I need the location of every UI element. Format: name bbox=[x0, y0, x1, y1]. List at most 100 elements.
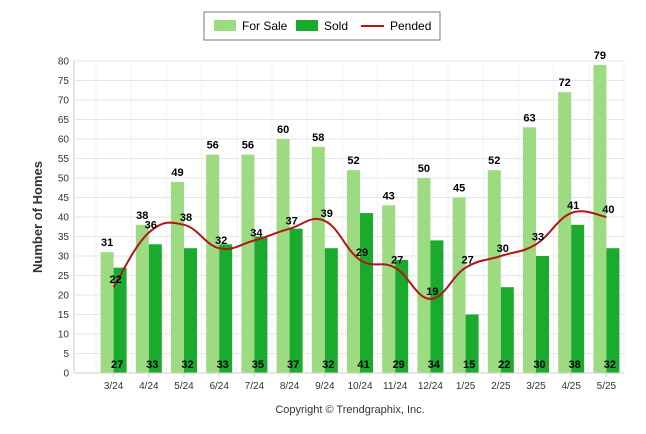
data-label-for-sale: 63 bbox=[523, 112, 535, 124]
x-tick-label: 7/24 bbox=[245, 381, 265, 392]
y-tick-label: 0 bbox=[63, 369, 69, 380]
x-tick-label: 1/25 bbox=[456, 381, 476, 392]
bar-for-sale bbox=[171, 181, 184, 373]
legend-label-for-sale[interactable]: For Sale bbox=[242, 19, 288, 33]
y-tick-label: 35 bbox=[58, 232, 70, 243]
x-tick-label: 8/24 bbox=[280, 381, 300, 392]
data-label-for-sale: 72 bbox=[559, 77, 571, 89]
y-tick-label: 5 bbox=[63, 349, 69, 360]
data-label-pended: 33 bbox=[532, 231, 544, 243]
data-label-sold: 33 bbox=[146, 359, 158, 371]
y-tick-label: 15 bbox=[58, 310, 70, 321]
bar-sold bbox=[113, 267, 127, 373]
bar-for-sale bbox=[100, 252, 114, 373]
pended-line bbox=[112, 210, 607, 300]
legend[interactable]: For Sale Sold Pended bbox=[203, 11, 441, 41]
x-tick-label: 5/25 bbox=[597, 381, 617, 392]
bar-for-sale bbox=[452, 197, 466, 373]
y-tick-label: 40 bbox=[58, 213, 70, 224]
grid bbox=[74, 60, 625, 374]
x-tick-label: 4/25 bbox=[561, 381, 581, 392]
y-tick-label: 45 bbox=[58, 193, 70, 204]
data-label-for-sale: 43 bbox=[383, 190, 395, 202]
bar-sold bbox=[536, 256, 549, 373]
data-label-for-sale: 45 bbox=[453, 183, 465, 195]
bar-for-sale bbox=[206, 154, 220, 373]
data-label-sold: 38 bbox=[569, 359, 581, 371]
legend-label-sold[interactable]: Sold bbox=[324, 19, 348, 33]
y-tick-label: 65 bbox=[58, 115, 70, 126]
data-label-pended: 22 bbox=[109, 274, 121, 286]
data-label-for-sale: 52 bbox=[347, 155, 359, 167]
data-label-for-sale: 79 bbox=[594, 50, 606, 62]
pended-line-layer bbox=[112, 210, 607, 300]
data-label-for-sale: 38 bbox=[136, 210, 148, 222]
data-label-pended: 34 bbox=[250, 227, 263, 239]
bar-for-sale bbox=[417, 178, 431, 373]
data-label-for-sale: 50 bbox=[418, 163, 430, 175]
data-label-sold: 37 bbox=[287, 359, 299, 371]
data-label-for-sale: 31 bbox=[101, 237, 113, 249]
legend-box bbox=[203, 11, 441, 41]
data-label-for-sale: 60 bbox=[277, 124, 289, 136]
data-label-pended: 38 bbox=[180, 212, 192, 224]
axes: 0 5 10 15 20 25 30 35 40 45 50 55 60 65 70 75 80 3/24 4/24… bbox=[58, 57, 624, 392]
x-tick-label: 6/24 bbox=[209, 381, 229, 392]
y-axis-title: Number of Homes bbox=[30, 161, 45, 273]
data-label-sold: 22 bbox=[498, 359, 510, 371]
data-label-sold: 33 bbox=[217, 359, 229, 371]
copyright-credit: Copyright © Trendgraphix, Inc. bbox=[275, 404, 424, 416]
bar-sold bbox=[360, 213, 373, 373]
data-label-sold: 30 bbox=[533, 359, 545, 371]
y-tick-label: 80 bbox=[58, 57, 70, 68]
y-tick-label: 30 bbox=[58, 252, 70, 263]
data-label-pended: 30 bbox=[497, 243, 509, 255]
x-tick-label: 12/24 bbox=[418, 381, 443, 392]
data-label-sold: 32 bbox=[322, 359, 334, 371]
bar-sold bbox=[289, 228, 303, 373]
data-label-pended: 40 bbox=[602, 204, 614, 216]
data-label-sold: 34 bbox=[428, 359, 441, 371]
legend-label-pended[interactable]: Pended bbox=[390, 19, 431, 33]
data-labels: 31 27 38 33 49 32 56 33 56 35 60 37 58 32 52 41 43 29 50 34… bbox=[101, 50, 616, 371]
legend-swatch-sold bbox=[296, 20, 318, 31]
y-tick-label: 75 bbox=[58, 76, 70, 87]
x-tick-label: 9/24 bbox=[315, 381, 335, 392]
data-label-pended: 32 bbox=[215, 235, 227, 247]
data-label-for-sale: 49 bbox=[171, 167, 183, 179]
bar-for-sale bbox=[558, 92, 572, 373]
data-label-pended: 19 bbox=[426, 286, 438, 298]
data-label-sold: 29 bbox=[393, 359, 405, 371]
bar-for-sale bbox=[487, 170, 501, 373]
bar-sold bbox=[430, 240, 444, 373]
y-tick-label: 55 bbox=[58, 154, 70, 165]
bar-for-sale bbox=[523, 127, 536, 373]
y-tick-label: 60 bbox=[58, 135, 70, 146]
bar-sold bbox=[606, 248, 620, 373]
x-tick-label: 4/24 bbox=[139, 381, 159, 392]
bar-for-sale bbox=[347, 170, 360, 373]
data-label-for-sale: 52 bbox=[488, 155, 500, 167]
bar-sold bbox=[184, 248, 197, 373]
data-label-sold: 15 bbox=[463, 359, 475, 371]
data-label-for-sale: 56 bbox=[207, 140, 219, 152]
data-label-for-sale: 56 bbox=[242, 140, 254, 152]
y-tick-label: 10 bbox=[58, 330, 70, 341]
bars bbox=[100, 64, 620, 374]
bar-sold bbox=[148, 244, 162, 373]
data-label-pended: 37 bbox=[285, 216, 297, 228]
bar-for-sale bbox=[241, 154, 255, 373]
x-tick-label: 2/25 bbox=[491, 381, 511, 392]
data-label-pended: 29 bbox=[356, 247, 368, 259]
y-tick-label: 20 bbox=[58, 291, 70, 302]
data-label-sold: 27 bbox=[111, 359, 123, 371]
y-tick-label: 50 bbox=[58, 174, 70, 185]
x-tick-label: 11/24 bbox=[383, 381, 408, 392]
data-label-pended: 36 bbox=[145, 220, 157, 232]
data-label-sold: 32 bbox=[181, 359, 193, 371]
bar-sold bbox=[571, 224, 585, 373]
bar-for-sale bbox=[593, 64, 607, 374]
bar-sold bbox=[254, 236, 268, 373]
x-tick-label: 3/24 bbox=[104, 381, 124, 392]
